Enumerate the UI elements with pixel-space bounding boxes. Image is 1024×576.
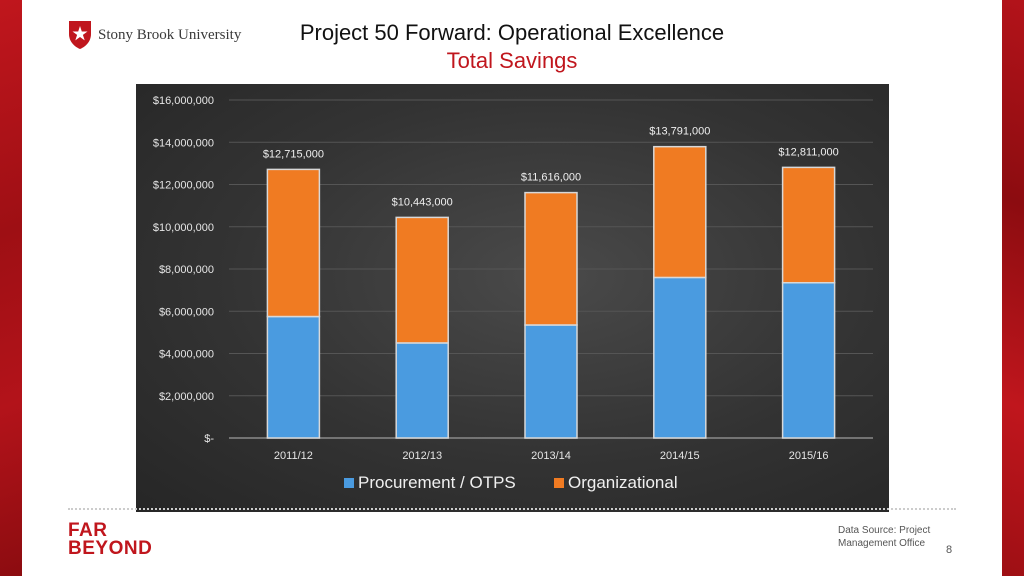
data-source-note: Data Source: Project Management Office <box>838 525 931 549</box>
bar-procurement <box>781 281 836 439</box>
bar-procurement <box>524 324 578 439</box>
total-data-label: $11,616,000 <box>521 172 581 184</box>
y-tick-label: $4,000,000 <box>159 349 214 361</box>
x-tick-label: 2014/15 <box>660 450 700 462</box>
brand-line-2: BEYOND <box>68 538 153 559</box>
legend-label-organizational: Organizational <box>568 473 678 492</box>
y-tick-label: $14,000,000 <box>153 137 214 149</box>
legend-label-procurement: Procurement / OTPS <box>358 473 516 492</box>
stacked-bar-chart: $- $2,000,000 $4,000,000 $6,000,000 $8,000,0… <box>153 95 873 492</box>
bar-procurement <box>653 276 707 439</box>
right-decorative-band <box>1002 0 1024 576</box>
legend-swatch-procurement <box>344 478 354 488</box>
total-data-label: $12,715,000 <box>263 148 324 160</box>
total-data-label: $13,791,000 <box>649 126 710 138</box>
far-beyond-logo: FAR BEYOND <box>68 520 153 559</box>
shield-icon <box>69 21 91 49</box>
bar-organizational <box>395 216 449 344</box>
total-data-label: $10,443,000 <box>392 196 453 208</box>
x-tick-label: 2013/14 <box>531 450 571 462</box>
y-tick-label: $10,000,000 <box>153 222 214 234</box>
total-data-label: $12,811,000 <box>778 146 838 158</box>
y-tick-label: $12,000,000 <box>153 180 214 192</box>
chart-area: $- $2,000,000 $4,000,000 $6,000,000 $8,000,0… <box>136 84 889 512</box>
x-tick-label: 2012/13 <box>402 450 442 462</box>
page-number: 8 <box>946 544 953 556</box>
bar-organizational <box>524 191 578 326</box>
footer-divider <box>68 508 956 510</box>
university-name: Stony Brook University <box>98 26 242 43</box>
x-tick-label: 2011/12 <box>274 450 313 462</box>
legend-swatch-organizational <box>554 478 564 488</box>
bar-procurement <box>266 315 321 439</box>
y-tick-label: $2,000,000 <box>159 391 214 403</box>
y-tick-label: $8,000,000 <box>159 264 214 276</box>
slide-title: Project 50 Forward: Operational Excellen… <box>299 20 725 45</box>
bar-organizational <box>781 166 836 284</box>
y-tick-label: $16,000,000 <box>153 95 214 107</box>
y-tick-label: $- <box>204 433 214 445</box>
university-logo: Stony Brook University <box>68 20 241 50</box>
x-tick-label: 2015/16 <box>789 450 829 462</box>
slide-subtitle: Total Savings <box>446 48 578 73</box>
bar-procurement <box>395 342 449 439</box>
brand-line-1: FAR <box>68 520 108 541</box>
bar-organizational <box>266 168 321 318</box>
left-decorative-band <box>0 0 22 576</box>
y-tick-label: $6,000,000 <box>159 306 214 318</box>
bar-organizational <box>653 145 707 279</box>
